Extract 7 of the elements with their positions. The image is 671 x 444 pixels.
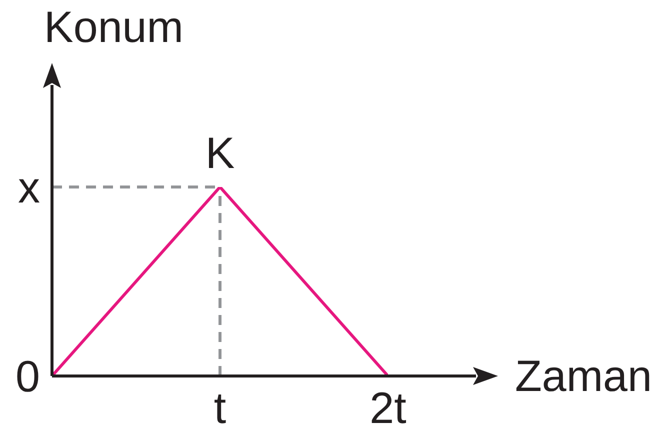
text: 0 — [16, 352, 40, 402]
annotation: K — [205, 129, 235, 178]
x-tick-label: 2t — [370, 384, 406, 434]
ref-line-label: x — [18, 164, 40, 213]
x-tick-label: t — [214, 384, 226, 434]
y-axis-title: Konum — [44, 3, 184, 52]
x-axis-title: Zaman — [515, 352, 652, 401]
